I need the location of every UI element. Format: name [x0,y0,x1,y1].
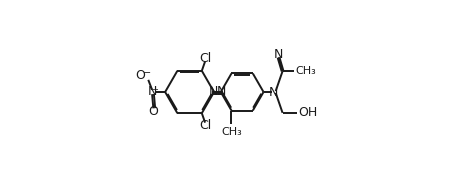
Text: N: N [269,86,278,98]
Text: O: O [148,105,158,118]
Text: N: N [273,48,283,61]
Text: CH₃: CH₃ [221,127,242,137]
Text: N: N [147,85,157,98]
Text: CH₃: CH₃ [295,66,316,76]
Text: OH: OH [298,106,317,119]
Text: −: − [143,68,151,78]
Text: Cl: Cl [199,52,212,65]
Text: N: N [209,85,219,98]
Text: +: + [151,85,158,94]
Text: Cl: Cl [199,119,212,132]
Text: O: O [135,69,145,82]
Text: N: N [216,85,226,98]
